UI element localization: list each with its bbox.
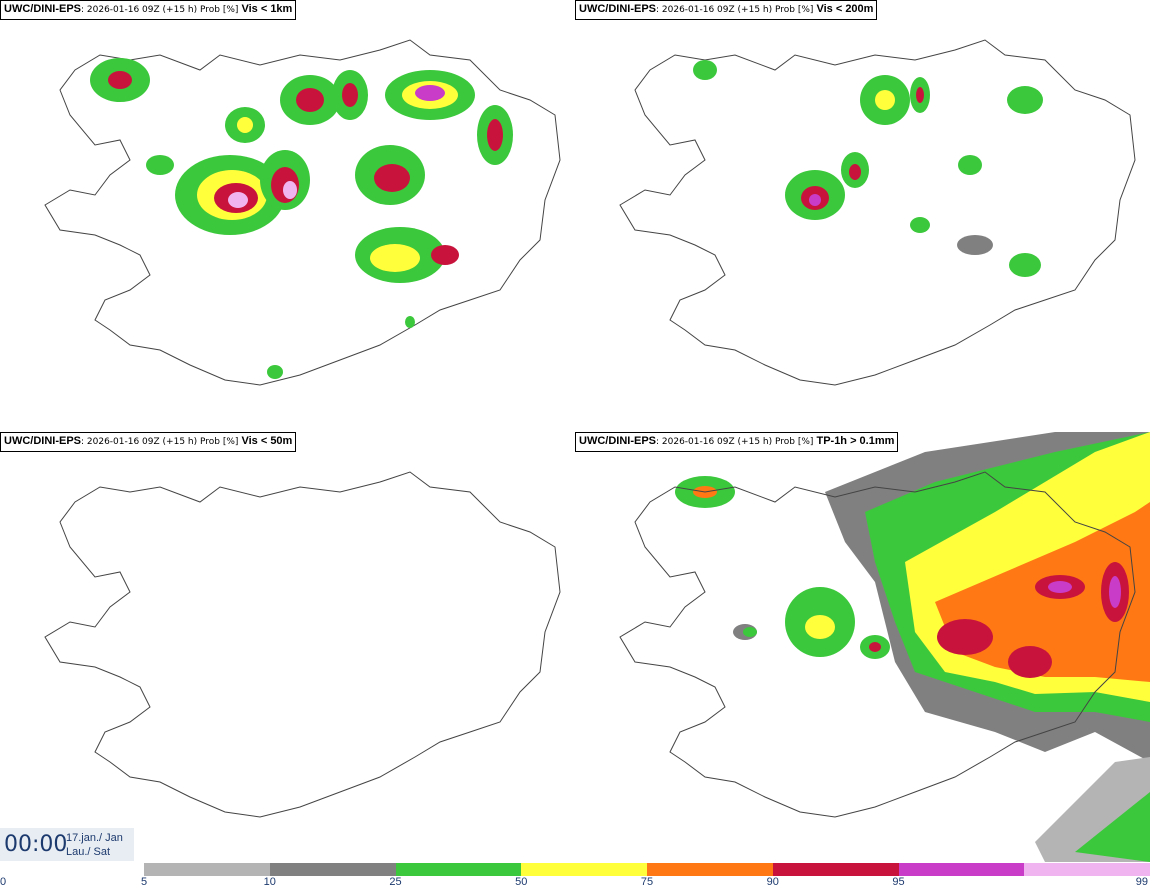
legend-color-segment (269, 863, 396, 876)
map-vis-1km (44, 39, 561, 386)
legend-tick-label: 50 (515, 876, 528, 888)
date-line-2: Lau./ Sat (66, 846, 111, 858)
legend-color-segment (898, 863, 1025, 876)
iceland-outline (44, 39, 561, 386)
map-vis-50m (44, 471, 561, 818)
iceland-outline (619, 471, 1136, 818)
iceland-outline (619, 39, 1136, 386)
variable-name: Vis < 200m (816, 3, 874, 15)
legend-tick-label: 5 (140, 876, 148, 888)
panel-title: UWC/DINI-EPS: 2026-01-16 09Z (+15 h) Pro… (575, 432, 899, 452)
legend-tick-label: 99 (1135, 876, 1148, 888)
run-info: : 2026-01-16 09Z (+15 h) Prob [%] (656, 437, 814, 447)
map-panel-vis-200m: UWC/DINI-EPS: 2026-01-16 09Z (+15 h) Pro… (575, 0, 1150, 430)
legend-color-segment (772, 863, 899, 876)
model-name: UWC/DINI-EPS (579, 435, 656, 447)
panel-title: UWC/DINI-EPS: 2026-01-16 09Z (+15 h) Pro… (575, 0, 878, 20)
legend-color-segment (1024, 863, 1150, 876)
date-line-1: 17.jan./ Jan (66, 832, 123, 844)
legend-color-segment (144, 863, 270, 876)
run-info: : 2026-01-16 09Z (+15 h) Prob [%] (81, 5, 239, 15)
probability-blobs (675, 432, 1150, 862)
legend-tick-label: 0 (0, 876, 7, 888)
panel-title: UWC/DINI-EPS: 2026-01-16 09Z (+15 h) Pro… (0, 432, 297, 452)
model-name: UWC/DINI-EPS (579, 3, 656, 15)
map-panel-vis-50m: UWC/DINI-EPS: 2026-01-16 09Z (+15 h) Pro… (0, 432, 575, 862)
run-info: : 2026-01-16 09Z (+15 h) Prob [%] (656, 5, 814, 15)
map-panel-vis-1km: UWC/DINI-EPS: 2026-01-16 09Z (+15 h) Pro… (0, 0, 575, 430)
variable-name: Vis < 1km (241, 3, 293, 15)
model-name: UWC/DINI-EPS (4, 435, 81, 447)
valid-time-box: 00:00 17.jan./ Jan Lau./ Sat (0, 828, 134, 861)
legend-tick-label: 10 (263, 876, 276, 888)
probability-blobs (693, 60, 1043, 277)
legend-tick-label: 90 (766, 876, 779, 888)
color-legend: 0 5 10 25 50 75 90 95 99 (0, 862, 1150, 891)
legend-tick-label: 25 (389, 876, 402, 888)
legend-color-segment (521, 863, 647, 876)
probability-blobs (90, 58, 513, 379)
valid-date: 17.jan./ Jan Lau./ Sat (66, 831, 123, 859)
legend-color-segment (395, 863, 522, 876)
legend-color-segment (647, 863, 773, 876)
model-name: UWC/DINI-EPS (4, 3, 81, 15)
panel-title: UWC/DINI-EPS: 2026-01-16 09Z (+15 h) Pro… (0, 0, 297, 20)
legend-tick-label: 95 (892, 876, 905, 888)
map-tp-1h (619, 432, 1150, 862)
run-info: : 2026-01-16 09Z (+15 h) Prob [%] (81, 437, 239, 447)
map-panel-tp-1h: UWC/DINI-EPS: 2026-01-16 09Z (+15 h) Pro… (575, 432, 1150, 862)
valid-time: 00:00 (4, 832, 68, 857)
map-vis-200m (619, 39, 1136, 386)
variable-name: TP-1h > 0.1mm (816, 435, 895, 447)
legend-tick-label: 75 (640, 876, 654, 888)
iceland-outline (44, 471, 561, 818)
variable-name: Vis < 50m (241, 435, 293, 447)
